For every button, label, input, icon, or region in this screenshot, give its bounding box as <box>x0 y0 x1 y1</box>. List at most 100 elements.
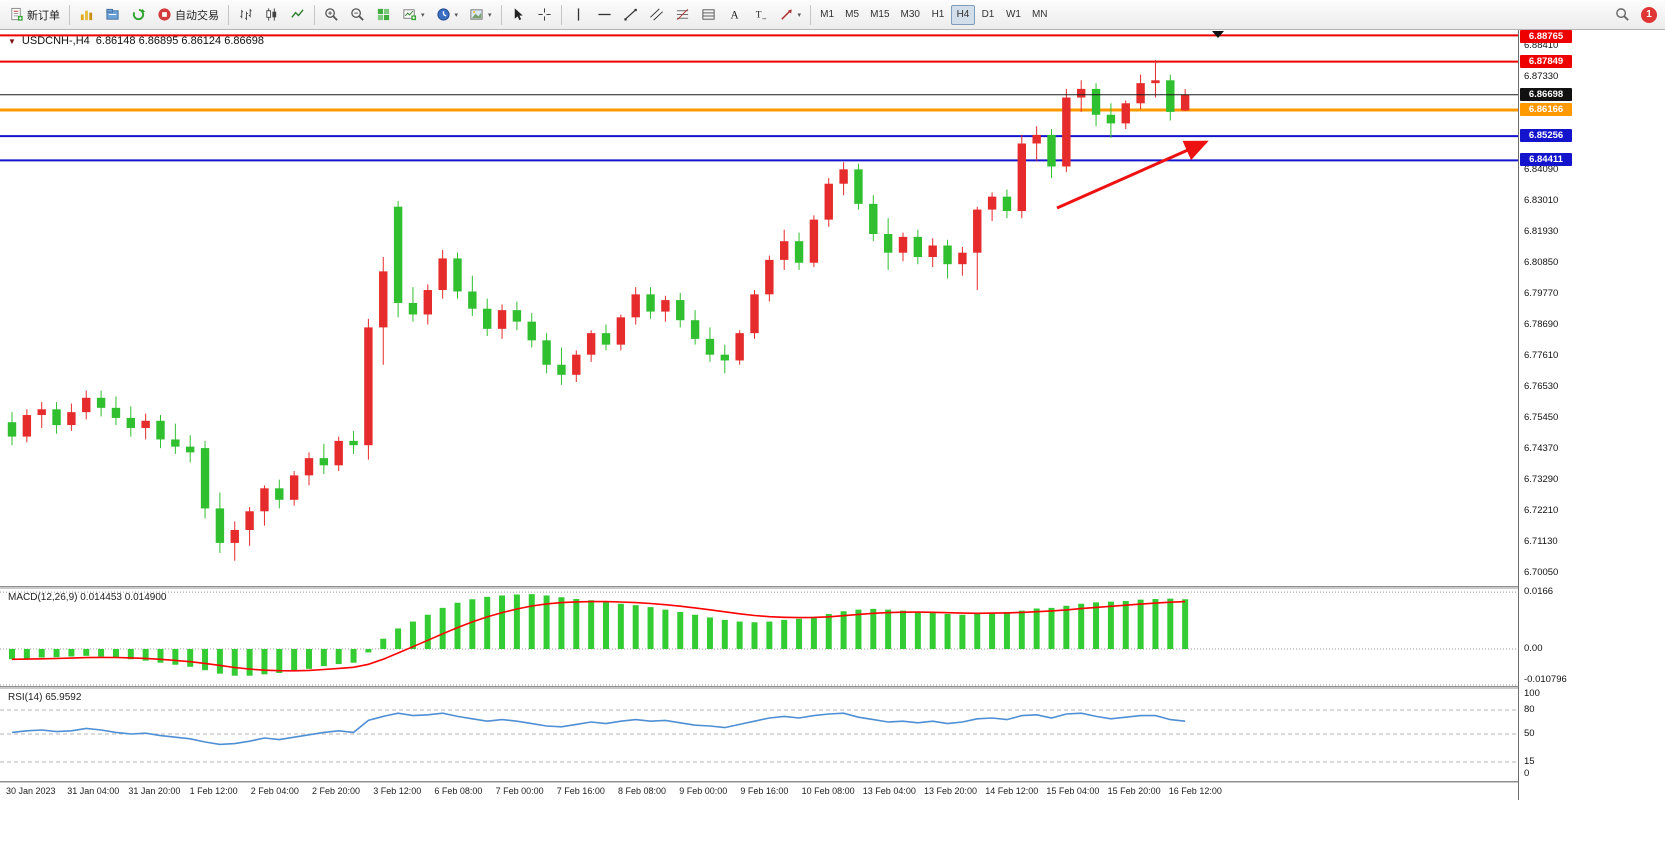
time-axis-label: 31 Jan 04:00 <box>67 786 120 796</box>
candle-body <box>780 241 789 260</box>
tile-windows-button[interactable] <box>371 3 396 27</box>
channel-tool-button[interactable] <box>644 3 669 27</box>
price-axis[interactable]: 6.70050 6.71130 6.72210 6.73290 6.74370 6.754… <box>1518 30 1665 800</box>
candle-body <box>334 440 343 466</box>
notification-badge[interactable]: 1 <box>1641 6 1657 23</box>
price-axis-label: 6.71130 <box>1524 536 1558 548</box>
timeframe-m30-button[interactable]: M30 <box>900 9 920 20</box>
timeframe-d1-button[interactable]: D1 <box>981 9 995 20</box>
text-tool-button[interactable]: A <box>722 3 747 27</box>
candle-body <box>572 354 581 375</box>
candle-body <box>512 310 522 322</box>
time-axis[interactable]: 30 Jan 2023 31 Jan 04:00 31 Jan 20:00 1 Feb… <box>0 783 1518 800</box>
profiles-button[interactable] <box>100 3 125 27</box>
candle-body <box>126 417 135 428</box>
horizontal-line-tool-button[interactable] <box>592 3 617 27</box>
candle-body <box>423 290 432 315</box>
arrows-tool-button[interactable]: ▾ <box>774 3 807 27</box>
trendline-tool-button[interactable] <box>618 3 643 27</box>
main-price-chart[interactable] <box>0 30 1518 586</box>
candle-body <box>720 354 729 361</box>
rsi-axis-label: 15 <box>1524 756 1535 767</box>
autotrading-button[interactable]: 自动交易 <box>152 3 224 27</box>
symbol-period-label: USDCNH-,H4 <box>21 35 90 47</box>
toolbar-separator <box>810 4 812 25</box>
channel-icon <box>649 7 664 22</box>
fibonacci-tool-button[interactable] <box>670 3 695 27</box>
timeframe-m5-button[interactable]: M5 <box>845 9 860 20</box>
vertical-line-tool-button[interactable] <box>566 3 591 27</box>
objects-grid-button[interactable] <box>696 3 721 27</box>
time-axis-label: 9 Feb 16:00 <box>740 786 789 796</box>
chart-window: ▼ USDCNH-,H4 6.86148 6.86895 6.86124 6.8… <box>0 30 1665 847</box>
time-axis-label: 2 Feb 04:00 <box>250 786 299 796</box>
svg-text:A: A <box>730 9 739 21</box>
template-button[interactable]: ▾ <box>464 3 497 27</box>
candle-body <box>67 412 76 426</box>
refresh-button[interactable] <box>126 3 151 27</box>
timeframe-m1-button[interactable]: M1 <box>820 9 835 20</box>
candle-body <box>601 333 611 345</box>
panel-separator[interactable] <box>0 686 1665 689</box>
zoom-in-button[interactable] <box>319 3 344 27</box>
trendline-icon <box>623 7 638 22</box>
candle-body <box>453 258 462 292</box>
panel-separator[interactable] <box>0 586 1665 589</box>
candle-body <box>349 440 358 446</box>
grid-icon <box>701 7 716 22</box>
time-axis-label: 31 Jan 20:00 <box>128 786 181 796</box>
timeframe-h1-button[interactable]: H1 <box>931 9 945 20</box>
bar-chart-button[interactable] <box>233 3 258 27</box>
candlestick-button[interactable] <box>259 3 284 27</box>
time-axis-label: 10 Feb 08:00 <box>801 786 855 796</box>
timeframe-m15-button[interactable]: M15 <box>870 9 890 20</box>
chevron-down-icon: ▾ <box>454 11 459 19</box>
candle-body <box>809 219 819 263</box>
time-axis-label: 6 Feb 08:00 <box>434 786 483 796</box>
period-button[interactable]: ▾ <box>431 3 464 27</box>
search-button[interactable] <box>1610 3 1635 27</box>
trend-arrow[interactable] <box>1056 140 1209 210</box>
horizontal-line-icon <box>597 7 612 22</box>
time-axis-label: 13 Feb 04:00 <box>862 786 916 796</box>
rsi-panel[interactable] <box>0 689 1518 781</box>
fibonacci-icon <box>675 7 690 22</box>
price-badge: 6.86166 <box>1520 102 1572 116</box>
time-axis-label: 1 Feb 12:00 <box>189 786 238 796</box>
timeframe-w1-button[interactable]: W1 <box>1005 9 1021 20</box>
candle-body <box>7 422 17 437</box>
new-order-button[interactable]: 新订单 <box>4 3 65 27</box>
price-axis-label: 6.79770 <box>1524 287 1559 299</box>
macd-axis-label: 0.0166 <box>1524 586 1554 598</box>
line-chart-button[interactable] <box>285 3 310 27</box>
candle-body <box>215 508 225 543</box>
zoom-out-button[interactable] <box>345 3 370 27</box>
refresh-icon <box>131 7 146 22</box>
candle-body <box>52 409 61 426</box>
candle-body <box>616 317 626 345</box>
crosshair-tool-button[interactable] <box>532 3 557 27</box>
price-badge: 6.85256 <box>1520 129 1572 143</box>
time-axis-label: 15 Feb 04:00 <box>1046 786 1100 796</box>
label-tool-button[interactable]: T <box>748 3 773 27</box>
timeframe-mn-button[interactable]: MN <box>1031 9 1048 20</box>
charts-button[interactable] <box>74 3 99 27</box>
candle-body <box>483 308 492 329</box>
new-chart-button[interactable]: ▾ <box>397 3 430 27</box>
cursor-tool-button[interactable] <box>506 3 531 27</box>
time-axis-label: 7 Feb 00:00 <box>495 786 544 796</box>
candle-body <box>586 333 596 355</box>
macd-panel[interactable] <box>0 589 1518 686</box>
candlestick-icon <box>264 7 279 22</box>
template-icon <box>469 7 484 22</box>
candle-body <box>1151 80 1160 84</box>
candle-body <box>289 475 299 500</box>
timeframe-h4-button[interactable]: H4 <box>950 4 975 25</box>
price-axis-label: 6.87330 <box>1524 70 1559 82</box>
line-chart-icon <box>290 7 305 22</box>
candle-body <box>171 439 180 447</box>
charts-icon <box>79 7 94 22</box>
price-badge: 6.87849 <box>1520 54 1572 68</box>
chart-title: ▼ USDCNH-,H4 6.86148 6.86895 6.86124 6.8… <box>8 35 264 47</box>
timeframe-toolbar: M1 M5 M15 M30 H1 H4 D1 W1 MN <box>815 4 1052 25</box>
